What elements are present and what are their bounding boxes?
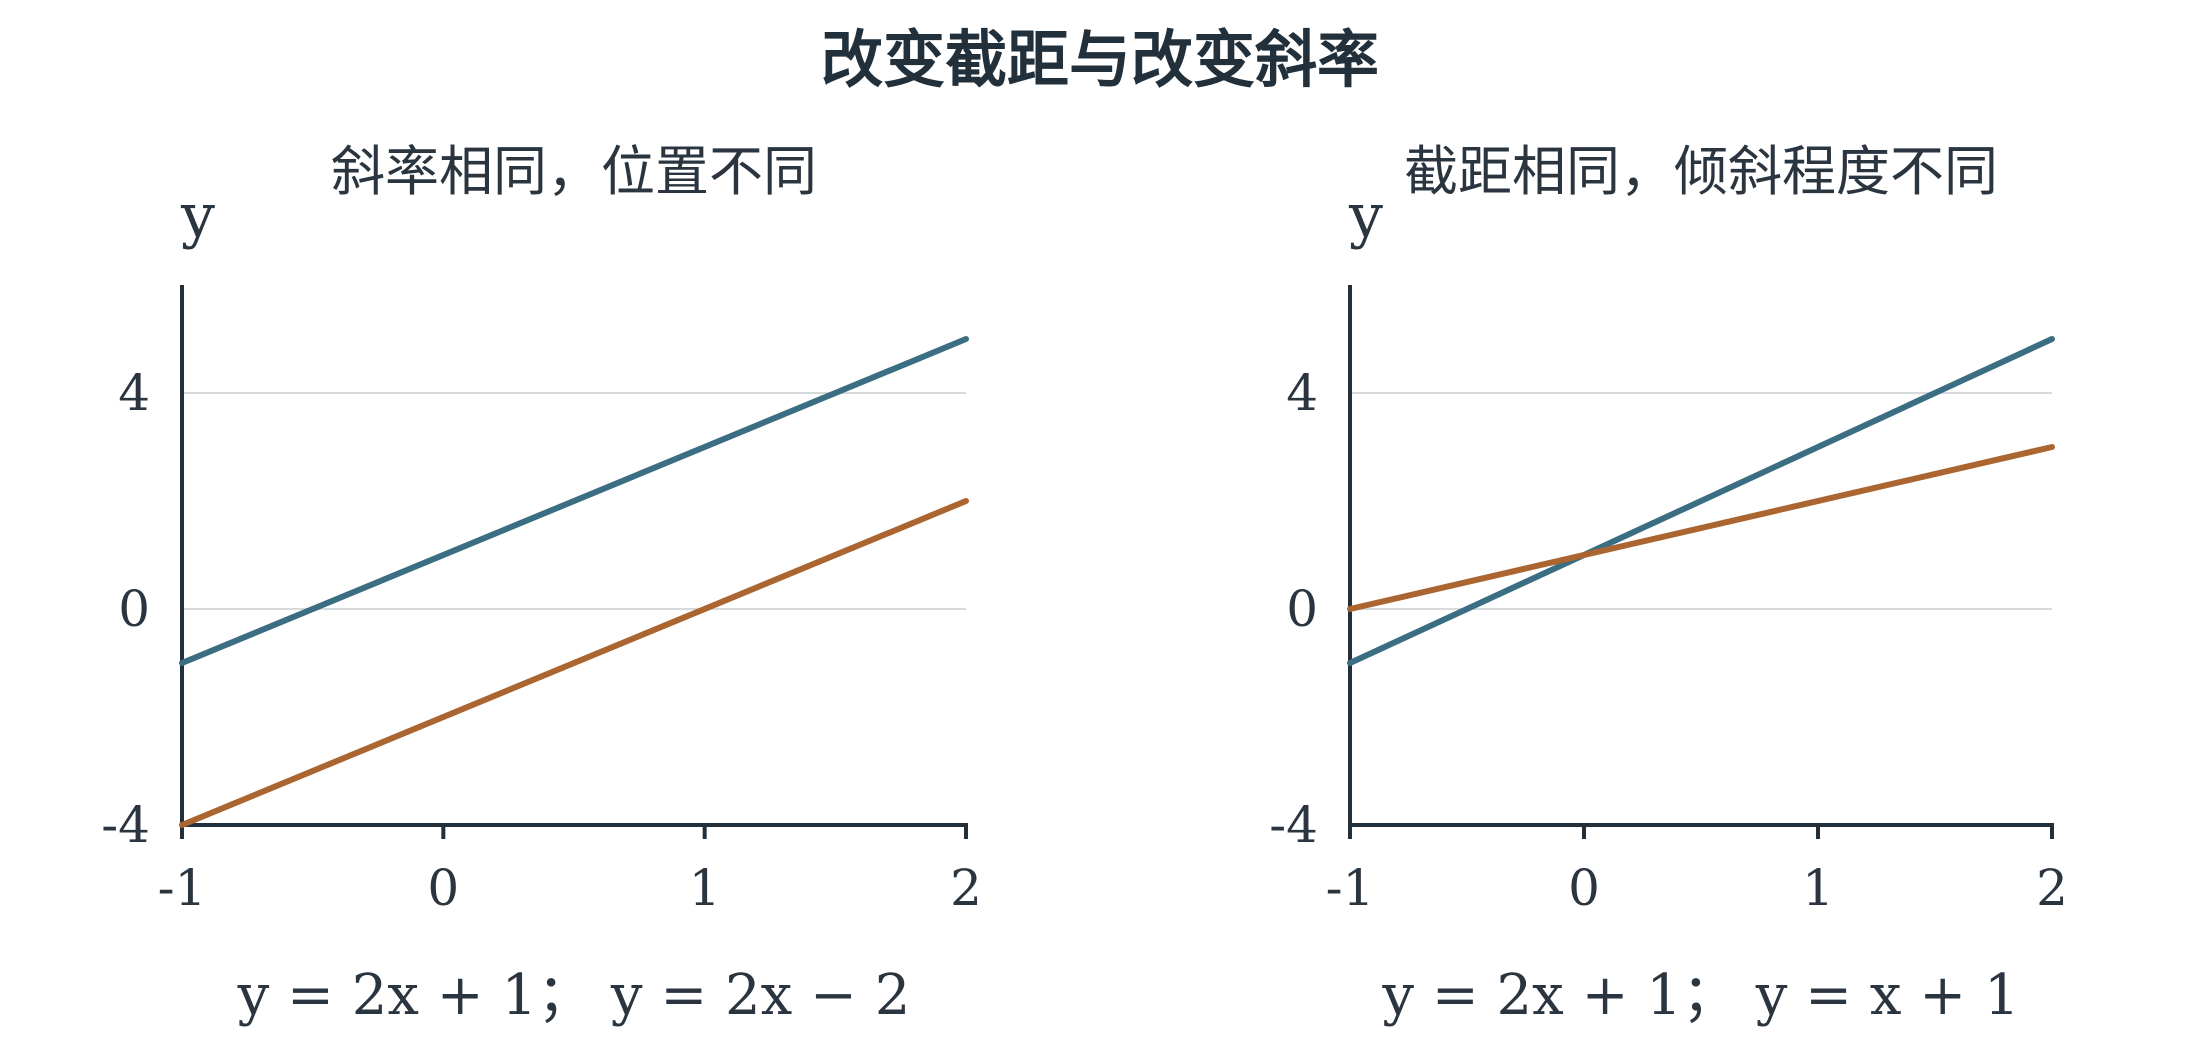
y-tick-label: -4 (1269, 796, 1318, 854)
x-tick-label: 2 (950, 859, 982, 917)
y-axis-label: y (1348, 181, 1383, 251)
x-tick-label: 1 (689, 859, 721, 917)
series-line-2 (1347, 444, 2055, 612)
x-tick-label: -1 (158, 859, 207, 917)
y-tick-label: 0 (1286, 580, 1318, 638)
y-tick-label: 0 (118, 580, 150, 638)
equation-caption: y = 2x + 1； y = x + 1 (1381, 963, 2019, 1028)
y-tick-label: 4 (118, 364, 150, 422)
panel-title: 截距相同，倾斜程度不同 (1404, 140, 1998, 203)
series-line-1 (1347, 336, 2055, 666)
x-tick-label: -1 (1326, 859, 1375, 917)
y-tick-label: -4 (101, 796, 150, 854)
x-tick-label: 1 (1802, 859, 1834, 917)
series-line-1 (179, 336, 969, 666)
equation-caption: y = 2x + 1； y = 2x − 2 (237, 963, 911, 1028)
x-tick-label: 2 (2036, 859, 2068, 917)
x-tick-label: 0 (427, 859, 459, 917)
y-axis-label: y (180, 181, 215, 251)
series-line-2 (179, 498, 969, 828)
panel-title: 斜率相同，位置不同 (331, 140, 817, 203)
figure-title: 改变截距与改变斜率 (820, 23, 1379, 96)
y-tick-label: 4 (1286, 364, 1318, 422)
x-tick-label: 0 (1568, 859, 1600, 917)
